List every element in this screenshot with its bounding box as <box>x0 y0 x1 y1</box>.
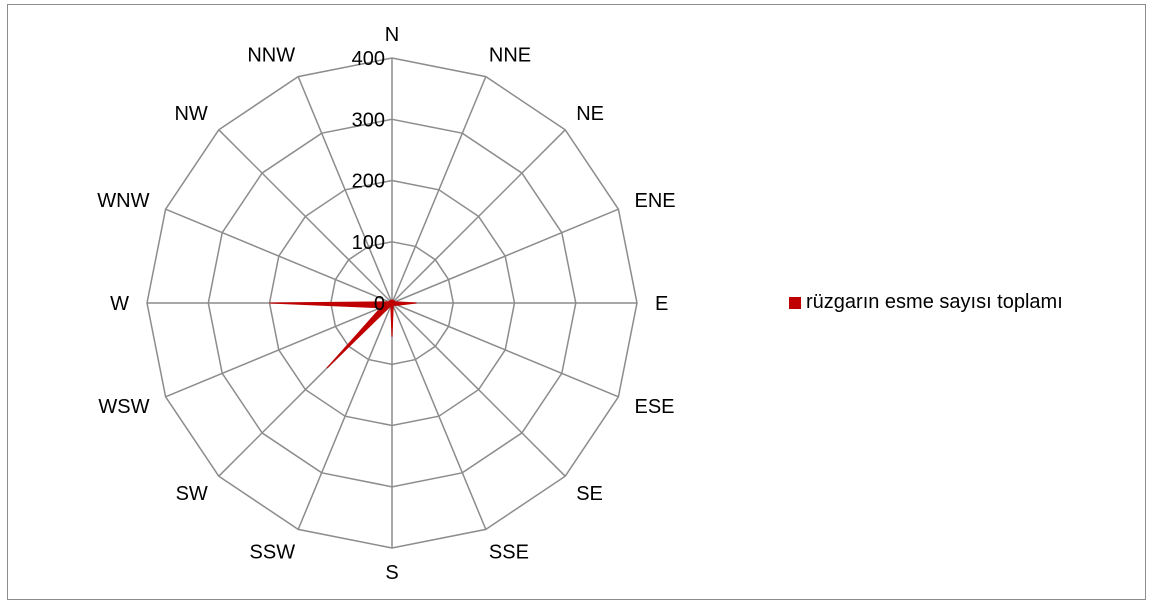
legend-swatch <box>789 296 801 309</box>
category-label: SSW <box>250 542 296 564</box>
tick-label: 300 <box>352 109 385 131</box>
radial-axis-ticks: 0 100 200 300 400 <box>352 48 385 315</box>
chart-area <box>7 4 1146 600</box>
grid-spoke <box>391 302 487 530</box>
category-label: S <box>385 562 398 584</box>
category-label: ESE <box>635 396 675 418</box>
tick-label: 400 <box>352 48 385 70</box>
grid-spoke <box>391 302 619 398</box>
category-label: SW <box>176 483 208 505</box>
grid-spoke <box>391 302 566 477</box>
legend: rüzgarın esme sayısı toplamı <box>789 291 1063 314</box>
radar-grid <box>146 57 638 549</box>
grid-spoke <box>297 302 393 530</box>
category-label: WSW <box>98 396 149 418</box>
grid-spoke <box>391 208 619 304</box>
grid-spoke <box>391 76 487 304</box>
series-area <box>269 299 417 369</box>
category-label: ENE <box>635 190 676 212</box>
category-label: N <box>385 24 399 46</box>
tick-label: 0 <box>374 293 385 315</box>
category-label: NNW <box>247 45 295 67</box>
grid-spoke <box>165 208 393 304</box>
tick-label: 200 <box>352 171 385 193</box>
category-label: NE <box>576 103 604 125</box>
grid-spoke <box>391 129 566 304</box>
tick-label: 100 <box>352 232 385 254</box>
grid-spoke <box>297 76 393 304</box>
grid-spoke <box>165 302 393 398</box>
category-label: WNW <box>97 190 149 212</box>
category-label: W <box>110 293 129 315</box>
category-label: SSE <box>489 542 529 564</box>
grid-spoke <box>218 129 393 304</box>
category-label: NNE <box>489 45 531 67</box>
legend-label: rüzgarın esme sayısı toplamı <box>806 291 1063 313</box>
radar-series <box>269 299 417 369</box>
category-label: SE <box>576 483 603 505</box>
category-label: E <box>655 293 668 315</box>
category-label: NW <box>174 103 207 125</box>
category-labels: N NNE NE ENE E ESE SE SSE S SSW SW WSW W WNW NW NNW <box>97 24 675 584</box>
